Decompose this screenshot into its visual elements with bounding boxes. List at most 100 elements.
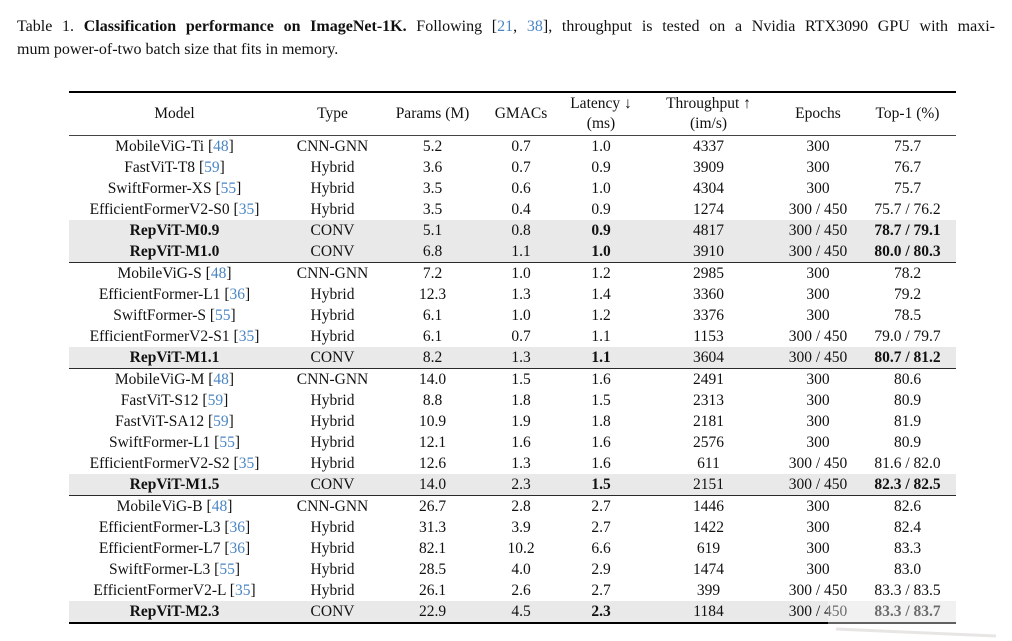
citation-link[interactable]: 55 [219,561,235,578]
cell-latency: 0.9 [591,222,611,239]
cell-throughput: 611 [697,455,720,472]
cell-top1: 82.4 [893,519,922,536]
table-row-repvit: RepViT-M1.5 CONV 14.0 2.3 1.5 2151 300 / 450 82… [69,474,956,496]
column-header-label: Params (M) [395,105,470,122]
citation-link[interactable]: 48 [210,265,227,282]
column-header-unit: (ms) [586,115,616,132]
citation-link[interactable]: 35 [238,201,255,218]
citation-link[interactable]: 38 [526,18,543,35]
cell-gmacs: 2.3 [511,476,531,493]
cell-top1: 80.0 / 80.3 [874,243,941,260]
cell-model: EfficientFormer-L1 [36] [98,286,251,303]
cell-top1: 81.6 / 82.0 [874,455,941,472]
cell-epochs: 300 [806,159,830,176]
cell-top1: 80.6 [859,368,956,390]
citation-link[interactable]: 36 [229,286,246,303]
cell-latency: 0.9 [591,159,611,176]
cell-epochs: 300 [806,138,830,155]
citation-link[interactable]: 36 [229,519,246,536]
cell-type: CONV [310,243,355,260]
cell-params: 12.1 [418,434,447,451]
cell-gmacs: 1.9 [511,413,531,430]
cell-params: 14.0 [385,368,480,390]
table-row: SwiftFormer-S [55] Hybrid 6.1 1.0 1.2 3376 300… [69,305,956,326]
citation-link[interactable]: 35 [238,455,255,472]
cell-gmacs: 1.3 [511,455,531,472]
cell-type: Hybrid [310,307,355,324]
table-row: EfficientFormerV2-S0 [35] Hybrid 3.5 0.4 0.9… [69,199,956,220]
cell-gmacs: 4.5 [511,603,531,620]
citation-link[interactable]: 59 [207,392,224,409]
cell-throughput: 1474 [693,561,724,578]
table-row: FastViT-SA12 [59] Hybrid 10.9 1.9 1.8 2181 300… [69,411,956,432]
cell-throughput: 399 [696,582,721,599]
citation-link[interactable]: 55 [220,180,237,197]
cell-gmacs: 4.0 [511,561,531,578]
model-name: EfficientFormerV2-S2 [89,455,230,472]
cell-model: SwiftFormer-L1 [55] [108,434,240,451]
cell-latency: 1.0 [591,243,611,260]
table-row: EfficientFormerV2-S2 [35] Hybrid 12.6 1.3 1.… [69,453,956,474]
citation-link[interactable]: 35 [234,582,251,599]
cell-gmacs: 0.4 [511,201,531,218]
cell-epochs: 300 / 450 [788,603,848,620]
citation-link[interactable]: 21 [497,18,514,35]
cell-type: Hybrid [310,582,355,599]
cell-epochs: 300 [806,434,830,451]
citation-link[interactable]: 36 [229,540,246,557]
citation-link[interactable]: 35 [238,328,255,345]
cell-top1: 82.6 [859,495,956,517]
cell-type: Hybrid [310,159,355,176]
cell-top1: 83.3 / 83.7 [874,603,941,620]
column-header-label: GMACs [494,105,548,122]
caption-line-2: mum power-of-two batch size that fits in… [17,41,339,58]
cell-epochs: 300 [806,307,830,324]
cell-model: MobileViG-Ti [48] [115,138,234,155]
citation-link[interactable]: 59 [213,413,229,430]
cell-type: CNN-GNN [280,262,385,284]
cell-top1: 76.7 [893,159,922,176]
cell-model: EfficientFormerV2-S0 [35] [89,201,260,218]
column-header-label: Throughput ↑ [666,95,751,112]
header-row: Model Type Params (M) GMACs Latency ↓ (ms) Thr… [69,92,956,136]
cell-params: 6.1 [422,328,443,345]
cell-model: FastViT-T8 [59] [124,159,225,176]
cell-throughput: 2313 [693,392,724,409]
citation-link[interactable]: 55 [215,307,231,324]
model-name: FastViT-S12 [120,392,199,409]
cell-top1: 78.7 / 79.1 [874,222,941,239]
citation-link[interactable]: 59 [204,159,220,176]
cell-gmacs: 1.5 [480,368,562,390]
cell-params: 3.5 [422,201,443,218]
cell-params: 31.3 [418,519,447,536]
cell-latency: 1.6 [591,455,611,472]
cell-throughput: 3909 [693,159,724,176]
model-name: SwiftFormer-L1 [108,434,211,451]
cell-top1: 81.9 [893,413,922,430]
cell-throughput: 1422 [693,519,724,536]
cell-gmacs: 1.6 [511,434,531,451]
citation-link[interactable]: 55 [219,434,235,451]
cell-epochs: 300 [806,392,830,409]
citation-link[interactable]: 48 [213,371,229,388]
citation-link[interactable]: 48 [213,138,229,155]
cell-throughput: 619 [696,540,721,557]
cell-throughput: 4304 [693,180,724,197]
cell-epochs: 300 [777,262,859,284]
column-header-top1: Top-1 (%) [859,92,956,136]
cell-top1: 75.7 [893,180,922,197]
column-header-label: Type [317,105,348,122]
column-header-latency: Latency ↓ (ms) [562,92,640,136]
cell-params: 10.9 [418,413,447,430]
cell-model: MobileViG-S [48] [69,262,280,284]
cell-model: EfficientFormerV2-L [35] [93,582,256,599]
table-row: SwiftFormer-L3 [55] Hybrid 28.5 4.0 2.9 1474 3… [69,559,956,580]
cell-gmacs: 0.8 [511,222,531,239]
results-table: Model Type Params (M) GMACs Latency ↓ (ms) Thr… [69,91,956,624]
column-header-params: Params (M) [385,92,480,136]
cell-top1: 80.7 / 81.2 [874,349,941,366]
cell-type: Hybrid [310,392,355,409]
citation-link[interactable]: 48 [211,498,228,515]
cell-latency: 1.0 [591,180,611,197]
model-name: EfficientFormer-L7 [98,540,221,557]
